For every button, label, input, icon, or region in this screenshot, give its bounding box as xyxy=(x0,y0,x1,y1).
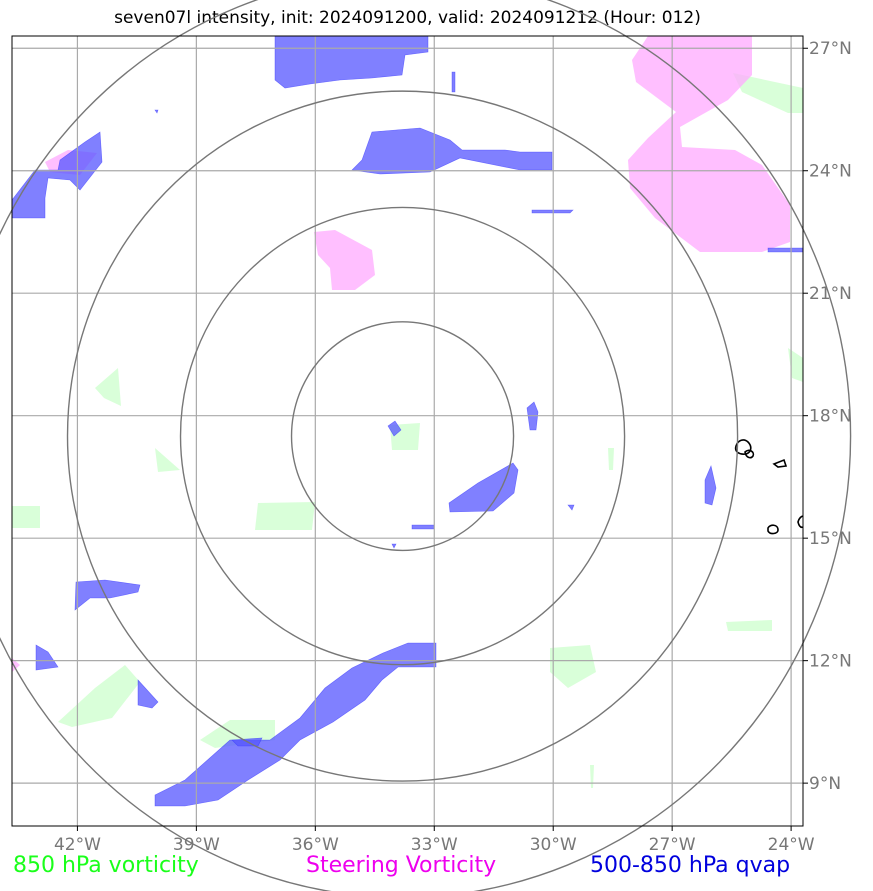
lon-tick-label: 36°W xyxy=(292,835,339,855)
vorticity-850-field xyxy=(12,73,803,788)
lon-tick-label: 30°W xyxy=(530,835,577,855)
lon-tick-label: 27°W xyxy=(649,835,696,855)
lon-tick-label: 42°W xyxy=(54,835,101,855)
legend-qvap: 500-850 hPa qvap xyxy=(590,853,791,878)
range-ring xyxy=(290,321,515,552)
range-ring xyxy=(0,0,852,891)
range-ring xyxy=(179,206,626,666)
lat-tick-label: 27°N xyxy=(809,39,852,59)
range-rings xyxy=(0,0,852,891)
map-title: seven07l intensity, init: 2024091200, va… xyxy=(114,8,701,28)
lat-tick-label: 24°N xyxy=(809,162,852,182)
coastline-outlines xyxy=(734,439,803,535)
lon-tick-label: 24°W xyxy=(768,835,815,855)
map-fields xyxy=(12,36,803,807)
range-ring xyxy=(66,90,739,782)
lat-lon-gridlines xyxy=(12,36,803,826)
legend-steering-vorticity: Steering Vorticity xyxy=(306,853,497,878)
lat-tick-label: 12°N xyxy=(809,652,852,672)
legend-850-vorticity: 850 hPa vorticity xyxy=(13,853,199,878)
lat-tick-label: 9°N xyxy=(809,774,841,794)
latitude-labels: 9°N 12°N 15°N 18°N 21°N 24°N 27°N xyxy=(803,39,852,794)
lat-tick-label: 18°N xyxy=(809,407,852,427)
lat-tick-label: 15°N xyxy=(809,529,852,549)
lon-tick-label: 39°W xyxy=(173,835,220,855)
lat-tick-label: 21°N xyxy=(809,284,852,304)
qvap-field xyxy=(12,36,803,807)
lon-tick-label: 33°W xyxy=(411,835,458,855)
plot-border xyxy=(11,35,804,827)
longitude-labels: 42°W 39°W 36°W 33°W 30°W 27°W 24°W xyxy=(54,826,815,855)
